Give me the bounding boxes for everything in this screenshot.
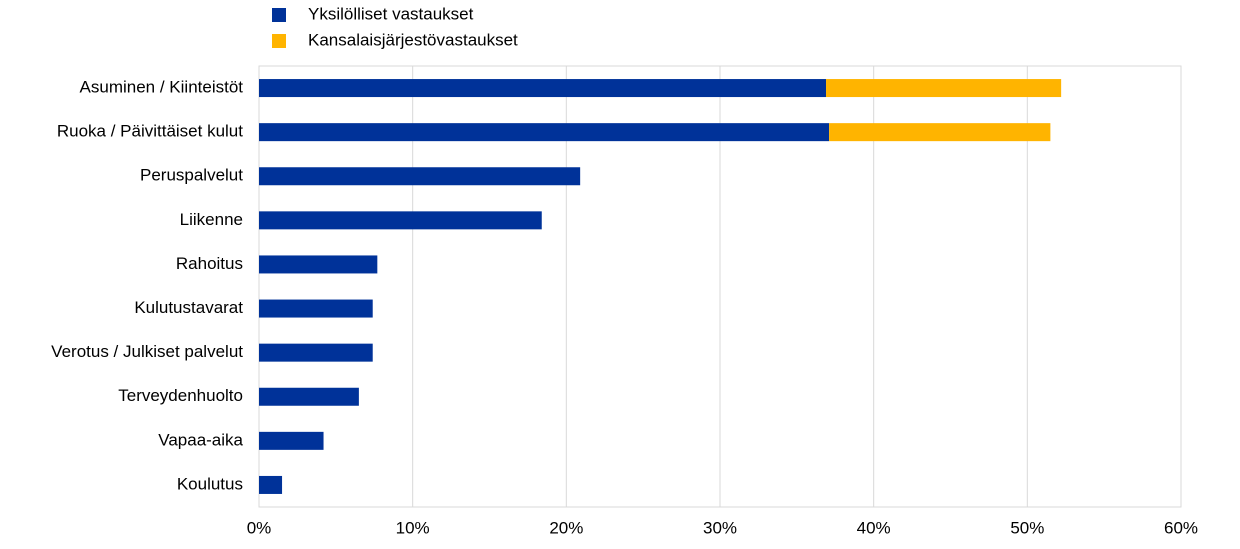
y-tick-label: Kulutustavarat xyxy=(134,298,243,317)
y-tick-label: Vapaa-aika xyxy=(158,430,243,449)
bar xyxy=(259,123,830,142)
y-tick-label: Asuminen / Kiinteistöt xyxy=(80,78,244,97)
y-tick-label: Peruspalvelut xyxy=(140,166,243,185)
y-tick-label: Liikenne xyxy=(180,210,243,229)
legend-label: Yksilölliset vastaukset xyxy=(308,4,474,23)
x-tick-label: 30% xyxy=(703,518,737,537)
bar xyxy=(259,211,542,230)
x-tick-label: 60% xyxy=(1164,518,1198,537)
x-tick-label: 0% xyxy=(247,518,272,537)
bar xyxy=(259,79,827,98)
x-tick-label: 10% xyxy=(396,518,430,537)
y-tick-label: Terveydenhuolto xyxy=(118,386,243,405)
legend-swatch xyxy=(272,8,286,22)
x-tick-label: 50% xyxy=(1010,518,1044,537)
y-tick-label: Rahoitus xyxy=(176,254,243,273)
bar xyxy=(259,299,373,318)
y-tick-label: Ruoka / Päivittäiset kulut xyxy=(57,122,243,141)
bar xyxy=(826,79,1062,98)
legend-swatch xyxy=(272,34,286,48)
bar xyxy=(259,475,283,494)
x-tick-label: 20% xyxy=(549,518,583,537)
legend-label: Kansalaisjärjestövastaukset xyxy=(308,30,518,49)
bar xyxy=(259,387,359,406)
y-tick-label: Verotus / Julkiset palvelut xyxy=(51,342,243,361)
bar xyxy=(259,343,373,362)
bar xyxy=(829,123,1051,142)
bar xyxy=(259,167,581,186)
bar xyxy=(259,255,378,274)
bar xyxy=(259,431,324,450)
y-tick-label: Koulutus xyxy=(177,474,243,493)
x-tick-label: 40% xyxy=(857,518,891,537)
